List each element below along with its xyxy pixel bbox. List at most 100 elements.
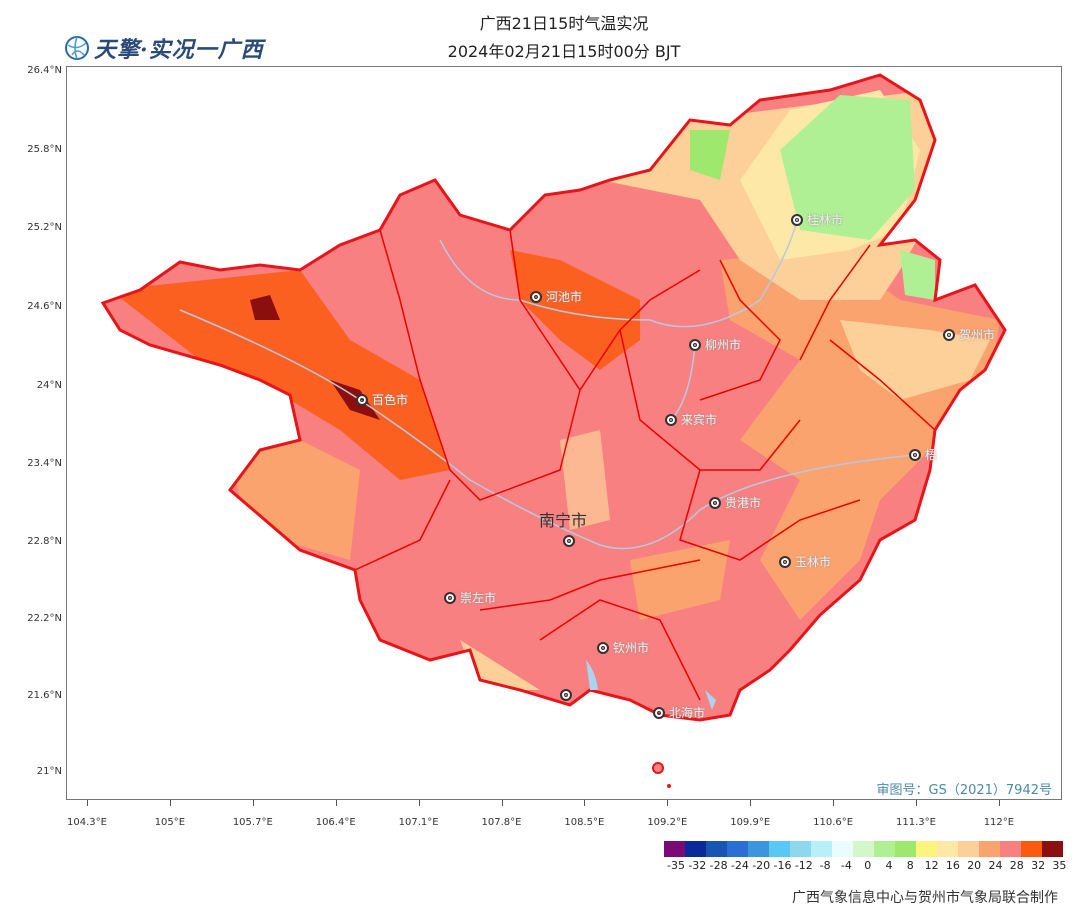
city-marker-icon [791,214,803,226]
legend-swatch [916,841,937,857]
legend-swatch [1021,841,1042,857]
city-label: 百色市 [372,393,409,407]
legend-swatch [748,841,769,857]
y-tick-label: 24°N [36,380,62,391]
legend-swatch [832,841,853,857]
legend-swatch [664,841,685,857]
legend-swatch [727,841,748,857]
logo: 天擎·实况一广西 [64,32,264,64]
legend-label: -24 [730,859,749,872]
legend-swatch [979,841,1000,857]
legend-swatch [706,841,727,857]
city-marker-icon [653,707,665,719]
legend-swatch [811,841,832,857]
legend-label: -35 [667,859,685,872]
legend-swatch [769,841,790,857]
x-tick-mark [916,800,917,806]
x-tick-mark [998,800,1000,806]
legend-label: 35 [1052,859,1067,872]
x-tick-mark [833,800,835,806]
legend-label: 20 [967,859,982,872]
y-tick-label: 26.4°N [27,65,62,76]
city-label: 来宾市 [681,413,718,427]
city-label: 河池市 [546,290,583,304]
x-tick-mark [501,800,503,806]
credit-text: 广西气象信息中心与贺州市气象局联合制作 [792,890,1058,906]
x-tick-mark [750,800,752,806]
legend-swatch [1042,841,1063,857]
legend-swatch [895,841,916,857]
city-label: 南宁市 [539,511,588,530]
legend-label: 28 [1009,859,1024,872]
x-tick-label: 112°E [983,817,1015,828]
city-marker-icon [709,497,721,509]
legend-label: 8 [906,859,914,872]
map-approval-number: 审图号：GS（2021）7942号 [876,783,1053,798]
x-tick-mark [87,800,88,806]
legend-label: 4 [885,859,893,872]
color-legend [664,841,1063,857]
y-tick-label: 21°N [36,766,62,777]
legend-label: -28 [709,859,728,872]
legend-label: -20 [752,859,771,872]
x-tick-label: 105°E [154,817,186,828]
city-marker-icon [665,414,677,426]
island [667,784,671,788]
island [652,762,664,774]
legend-swatch [790,841,811,857]
city-label: 钦州市 [613,641,650,655]
legend-label: -16 [773,859,792,872]
map-subtitle: 2024年02月21日15时00分 BJT [447,42,681,61]
y-tick-label: 21.6°N [27,690,62,701]
legend-label: 12 [924,859,939,872]
legend-swatch [685,841,706,857]
y-tick-label: 25.2°N [27,222,62,233]
city-label: 崇左市 [460,591,497,605]
city-label: 贵港市 [725,496,762,510]
legend-label: 24 [988,859,1003,872]
x-tick-label: 104.3°E [67,817,107,828]
city-marker-icon [597,642,609,654]
legend-swatch [853,841,874,857]
x-tick-label: 108.5°E [564,817,605,828]
x-tick-label: 107.1°E [398,817,439,828]
y-tick-label: 25.8°N [27,144,62,155]
city-label: 贺州市 [959,328,996,342]
legend-label: 16 [945,859,960,872]
city-marker-icon [356,394,368,406]
logo-text: 天擎·实况一广西 [94,37,264,63]
legend-swatch [874,841,895,857]
city-marker-icon [444,592,456,604]
city-label: 桂林市 [807,213,844,227]
x-tick-label: 106.4°E [315,817,356,828]
y-tick-label: 23.4°N [27,458,62,469]
city-marker-icon [909,449,921,461]
city-label: 梧 [925,448,938,462]
legend-swatch [958,841,979,857]
legend-swatch [937,841,958,857]
x-tick-label: 107.8°E [481,817,522,828]
x-tick-label: 109.9°E [730,817,771,828]
x-tick-mark [169,800,171,806]
city-boundaries [354,229,936,701]
city-label: 北海市 [669,706,706,720]
city-marker-icon [943,329,955,341]
city-label: 柳州市 [705,338,742,352]
x-tick-label: 105.7°E [232,817,273,828]
x-tick-label: 109.2°E [647,817,688,828]
x-tick-label: 111.3°E [896,817,936,828]
city-marker-icon [779,556,791,568]
x-tick-mark [335,800,337,806]
city-marker-icon [563,535,575,547]
map-frame [66,66,1062,800]
city-marker-icon [560,689,572,701]
city-marker-icon [530,291,542,303]
x-tick-mark [667,800,669,806]
legend-label: 32 [1031,859,1046,872]
legend-label: -8 [819,859,831,872]
temperature-fill [103,75,1005,720]
legend-label: -12 [794,859,813,872]
city-label: 玉林市 [795,555,832,569]
legend-label: -32 [688,859,707,872]
